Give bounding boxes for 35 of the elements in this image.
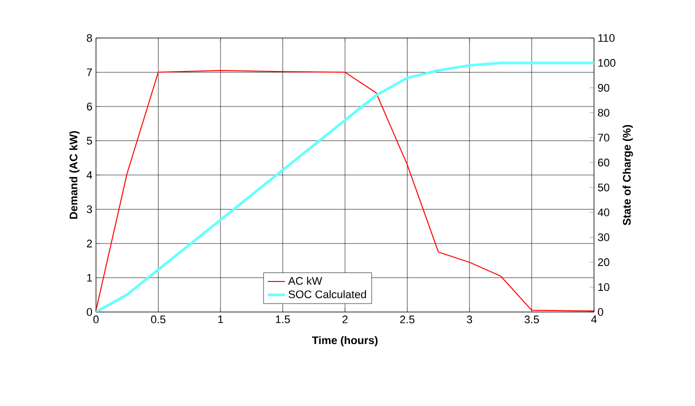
x-axis-title: Time (hours) <box>312 336 378 346</box>
legend-label: AC kW <box>288 276 322 285</box>
y2-tick-label: 90 <box>598 84 610 92</box>
x-tick-label: 0 <box>93 316 99 324</box>
y-tick-label: 0 <box>86 308 92 316</box>
y-tick-label: 5 <box>86 136 92 145</box>
y2-tick-label: 60 <box>598 158 610 166</box>
y-tick-label: 3 <box>86 205 92 214</box>
x-tick-label: 3.5 <box>524 316 539 324</box>
y-tick-label: 2 <box>86 240 92 248</box>
x-tick-label: 1 <box>218 316 224 324</box>
y2-tick-label: 10 <box>598 283 610 291</box>
y-tick-label: 4 <box>86 171 92 179</box>
y-tick-label: 7 <box>86 68 92 76</box>
y-tick-label: 6 <box>86 102 92 110</box>
y2-tick-label: 20 <box>598 258 610 266</box>
x-tick-label: 2.5 <box>400 316 414 324</box>
x-tick-label: 4 <box>591 316 597 324</box>
y2-tick-label: 40 <box>598 208 610 216</box>
x-tick-label: 0.5 <box>151 316 166 324</box>
y2-tick-label: 0 <box>598 308 604 316</box>
y2-tick-label: 50 <box>598 184 610 192</box>
x-tick-label: 1.5 <box>276 316 290 324</box>
y2-axis-title: State of Charge (%) <box>622 125 633 226</box>
y2-tick-label: 70 <box>598 134 610 142</box>
y2-tick-label: 30 <box>598 233 610 242</box>
legend-label: SOC Calculated <box>288 290 366 298</box>
y2-tick-label: 100 <box>598 59 616 67</box>
y-tick-label: 1 <box>87 274 92 282</box>
y2-tick-label: 80 <box>598 108 610 117</box>
x-tick-label: 2 <box>342 316 348 324</box>
x-tick-label: 3 <box>466 316 472 324</box>
y-tick-label: 8 <box>86 34 92 42</box>
y2-tick-label: 110 <box>598 34 615 42</box>
y-axis-title: Demand (AC kW) <box>69 131 80 219</box>
